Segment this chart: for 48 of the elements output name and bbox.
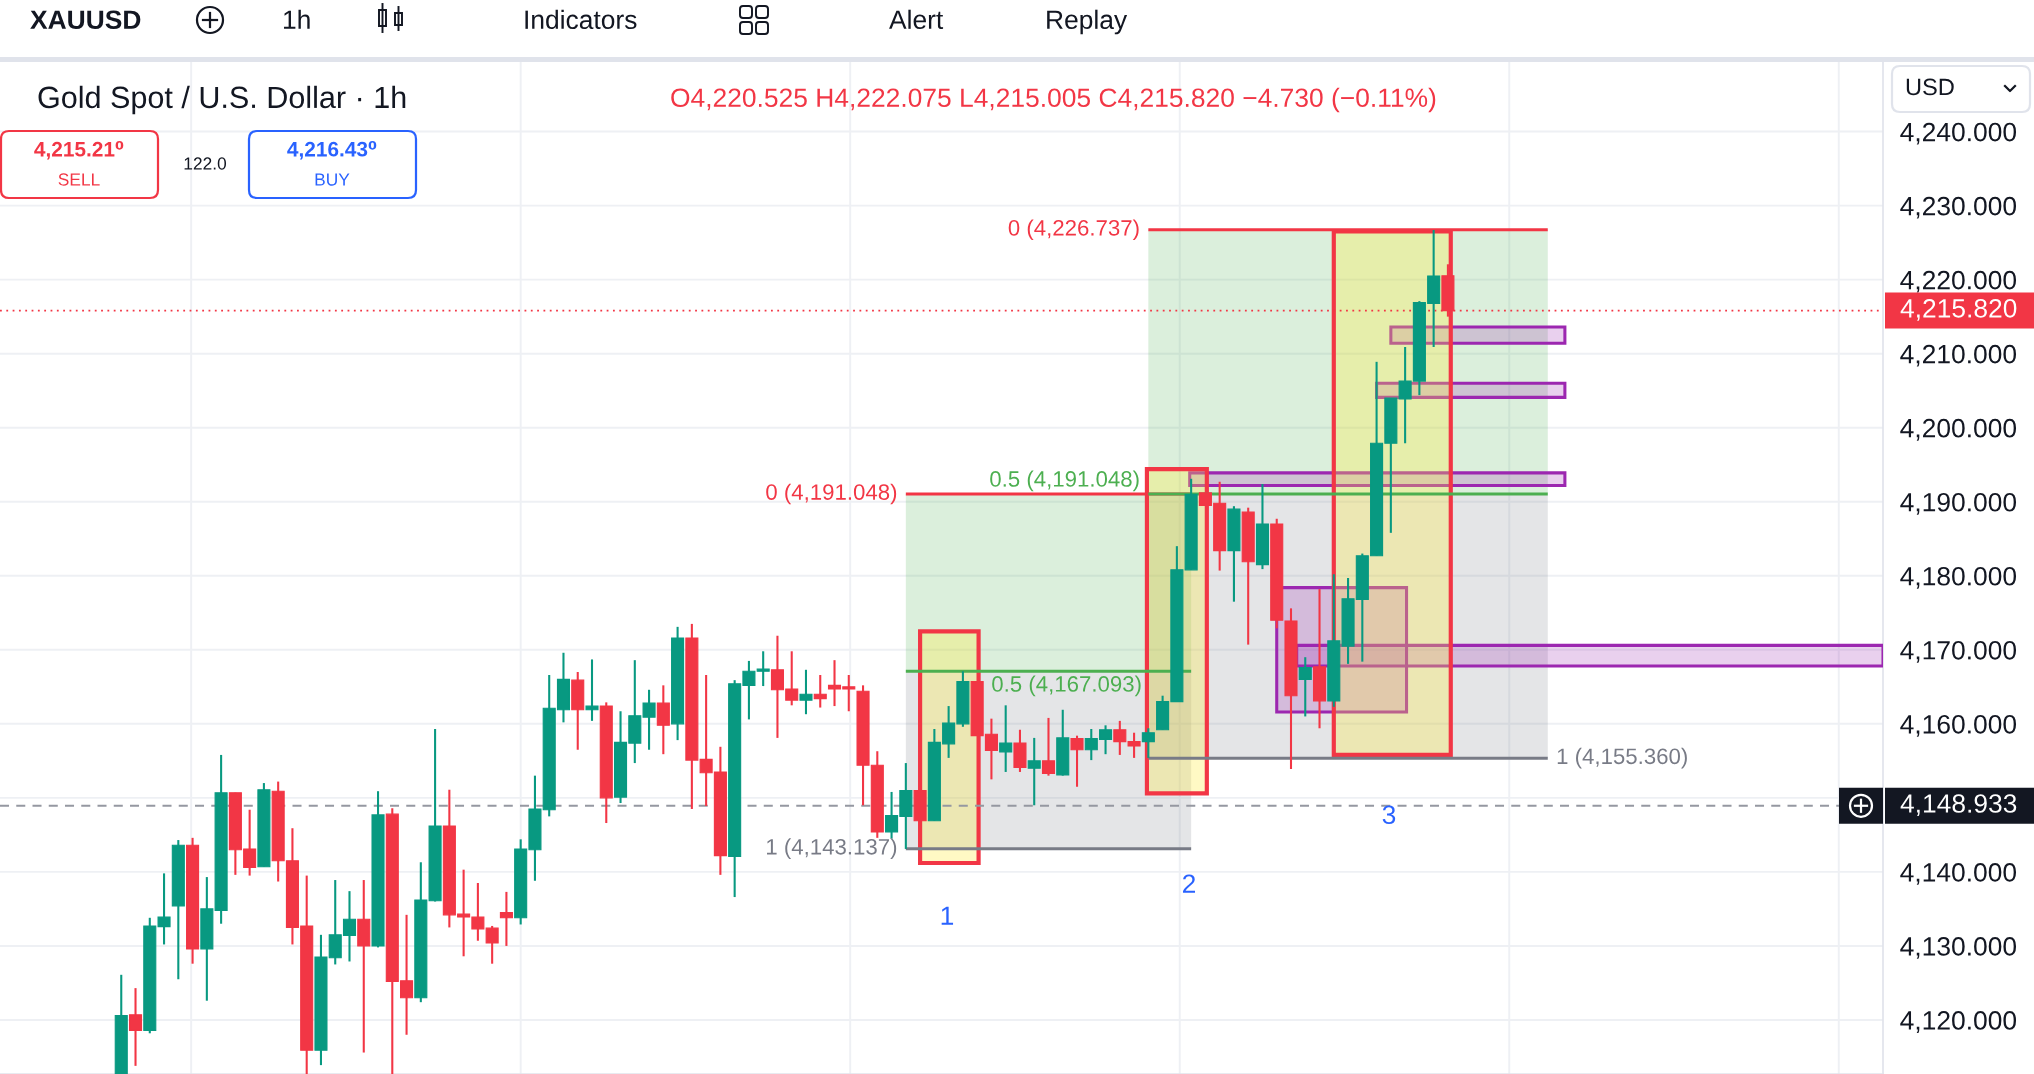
y-tick-label: 4,120.000 [1900,1011,2017,1033]
annotation: 1 [941,906,954,925]
y-tick-label: 4,190.000 [1900,492,2017,515]
y-tick-label: 4,240.000 [1900,122,2017,145]
text: Alert [889,9,944,30]
annotation: 4,215.21⁰ [34,140,124,160]
text: USD [1906,78,1954,96]
candlestick [999,704,1013,773]
y-tick-label: 4,180.000 [1900,566,2017,589]
y-tick-label: 4,220.000 [1900,270,2017,293]
text: XAUUSD [30,10,141,30]
candlestick [1041,716,1056,777]
ref-line-label: 1 (4,155.360) [1557,747,1687,769]
annotation: SELL [58,173,100,186]
candlestick [1070,734,1084,788]
y-tick-label: 4,130.000 [1900,937,2017,959]
annotation: 2 [1182,874,1196,893]
y-tick-label: 4,200.000 [1900,418,2017,441]
y-tick-label: 4,140.000 [1900,863,2017,885]
annotation: 122.0 [184,157,227,170]
candlestick [1298,656,1312,718]
ref-line-label: 0 (4,226.737) [1008,219,1139,241]
ref-line-label: 1 (4,143.137) [767,838,897,860]
annotation: O4,220.525 H4,222.075 L4,215.005 C4,215.820 −4.730 (−0.11%) [671,87,1436,113]
y-tick-label: 4,160.000 [1900,714,2017,737]
text: 1h [284,9,310,29]
y-tick-label: 4,210.000 [1900,344,2017,367]
ref-line-label: 0 (4,191.048) [766,483,897,505]
candlestick [656,684,670,756]
y-tick-label: 4,230.000 [1900,196,2017,219]
candlestick [499,890,513,947]
candlestick [585,658,599,722]
ref-line-label: 0.5 (4,191.048) [990,470,1139,492]
candlestick [799,668,813,716]
text: Indicators [525,9,637,30]
ref-line-label: 4,215.820 [1900,298,2017,321]
annotation: 3 [1382,805,1396,825]
candlestick [813,673,827,709]
candlestick [1027,736,1041,807]
text: Gold Spot / U.S. Dollar · 1h [38,85,406,115]
annotation: BUY [315,173,350,186]
y-tick-label: 4,170.000 [1900,640,2017,663]
ref-line-label: 0.5 (4,167.093) [992,675,1141,697]
candlestick [1141,727,1155,759]
text: Replay [1047,9,1128,35]
candlestick [128,987,143,1067]
ref-line-label: 4,148.933 [1900,794,2017,816]
annotation: 4,216.43⁰ [287,140,377,160]
